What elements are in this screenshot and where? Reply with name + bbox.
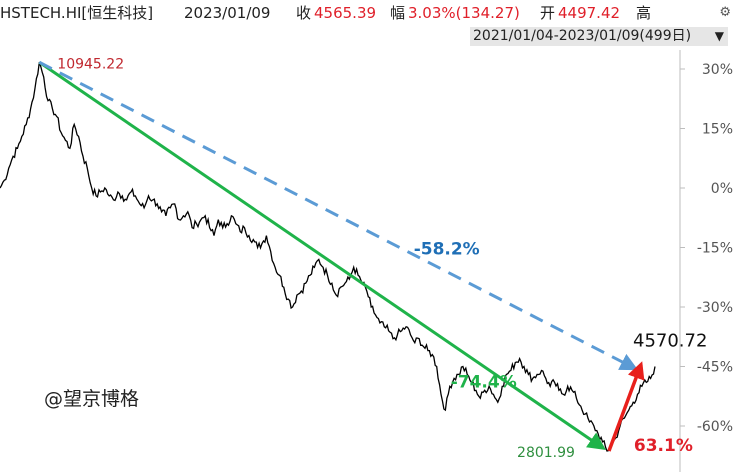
symbol-label[interactable]: HSTECH.HI[恒生科技] bbox=[0, 4, 154, 22]
date-range-label: 2021/01/04-2023/01/09(499日) bbox=[473, 28, 692, 44]
close-label: 收 bbox=[296, 4, 312, 22]
y-tick-label: -60% bbox=[697, 419, 733, 435]
chevron-down-icon[interactable]: ▼ bbox=[714, 29, 724, 43]
trend-arrow-green bbox=[38, 61, 606, 451]
change-label: 幅 bbox=[390, 4, 406, 22]
end-value-label: 4570.72 bbox=[633, 331, 707, 352]
rebound-pct-label: 63.1% bbox=[634, 436, 693, 456]
y-tick-label: 30% bbox=[702, 62, 733, 78]
y-tick-label: -15% bbox=[697, 241, 733, 257]
gear-icon[interactable]: ⚙ bbox=[719, 5, 731, 20]
price-chart: 30% 15% 0% -15% -30% -45% -60% 10945.22 2801.9… bbox=[0, 50, 733, 472]
high-label: 高 bbox=[636, 4, 652, 22]
min-value-label: 2801.99 bbox=[517, 445, 575, 461]
date-range-selector[interactable]: 2021/01/04-2023/01/09(499日) ▼ bbox=[470, 27, 728, 46]
y-tick-label: 15% bbox=[702, 122, 733, 138]
close-value: 4565.39 bbox=[314, 4, 377, 22]
quote-header: HSTECH.HI[恒生科技] 2023/01/09 收 4565.39 幅 3… bbox=[0, 0, 737, 26]
y-tick-label: 0% bbox=[711, 181, 733, 197]
open-label: 开 bbox=[540, 4, 556, 22]
open-value: 4497.42 bbox=[558, 4, 621, 22]
drop-pct-label: -74.4% bbox=[451, 373, 517, 393]
change-value: 3.03%(134.27) bbox=[408, 4, 520, 22]
watermark-text: @望京博格 bbox=[44, 388, 139, 410]
date-label: 2023/01/09 bbox=[184, 4, 271, 22]
trend-arrow-blue-dashed bbox=[38, 60, 639, 371]
trend-arrow-red bbox=[607, 361, 645, 452]
y-axis: 30% 15% 0% -15% -30% -45% -60% bbox=[679, 50, 733, 472]
series-line bbox=[0, 62, 656, 452]
max-value-label: 10945.22 bbox=[57, 56, 124, 72]
y-tick-label: -30% bbox=[697, 300, 733, 316]
y-tick-label: -45% bbox=[697, 360, 733, 376]
high-to-end-pct-label: -58.2% bbox=[414, 239, 480, 259]
